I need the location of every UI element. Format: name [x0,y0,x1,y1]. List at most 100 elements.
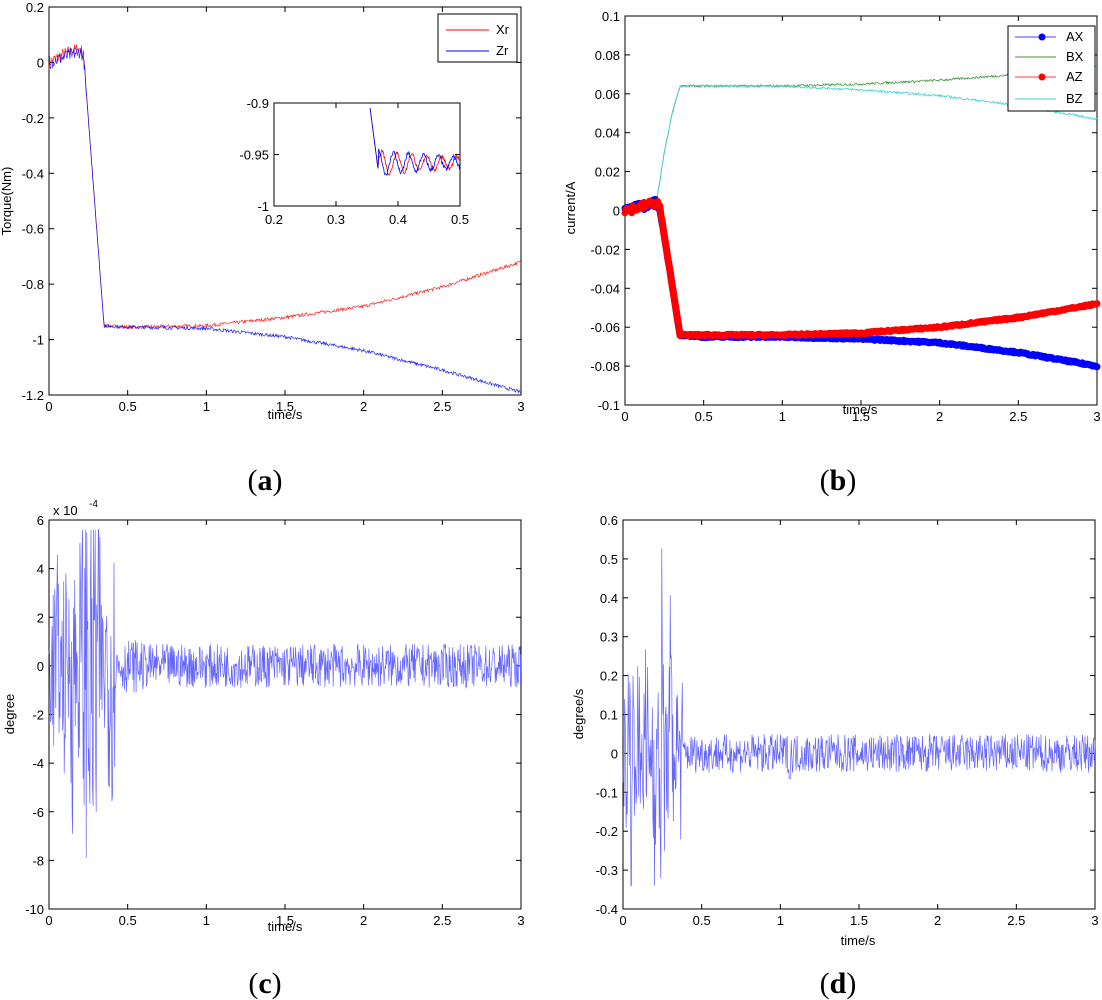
y-tick-label: 0.2 [26,0,44,15]
panel-label-a-letter: a [258,464,273,497]
y-tick-label: 6 [37,513,44,528]
panel-label-d-close: ) [846,967,856,1000]
x-tick-label: 1 [203,399,210,414]
x-tick-label: 1 [203,913,210,928]
x-tick-label: 1.5 [276,913,294,928]
x-tick-label: 1.5 [276,399,294,414]
x-tick-label: 2 [360,399,367,414]
y-tick-label: -0.2 [596,824,618,839]
series-line-xr [48,44,522,330]
y-tick-label: 0.1 [602,9,620,24]
y-tick-label: -0.2 [22,111,44,126]
x-tick-label: 1.5 [852,409,870,424]
chart-a-xlabel: time/s [268,407,303,422]
y-tick-label: 0.1 [600,708,618,723]
x-tick-label: 1 [777,913,784,928]
chart-b-legend-label-bx: BX [1066,49,1084,64]
x-tick-label: 3 [517,399,524,414]
y-tick-label: -0.9 [247,96,269,111]
y-tick-label: -0.6 [22,222,44,237]
x-tick-label: 0.5 [451,212,469,227]
y-tick-label: 0.2 [600,669,618,684]
x-tick-label: 1 [779,409,786,424]
chart-b-xlabel: time/s [843,402,878,417]
chart-c-scale-exponent: -4 [89,499,98,510]
y-tick-label: -0.04 [590,281,620,296]
y-tick-label: -0.1 [598,398,620,413]
x-tick-label: 2.5 [433,399,451,414]
chart-b-legend-marker-ax [1038,33,1046,41]
y-tick-label: -1 [257,199,269,214]
x-tick-label: 3 [1093,409,1100,424]
y-tick-label: 2 [37,610,44,625]
chart-b-legend-box [1007,25,1096,112]
chart-c-scale-base: x 10 [53,503,78,518]
chart-b-series-layer [621,65,1101,371]
x-tick-label: 0.5 [119,399,137,414]
x-tick-label: 2.5 [1009,409,1027,424]
chart-d-frame [622,519,1096,910]
chart-a-inset-ticks-layer: 0.2 0.3 0.4 0.5 -0.9 -0.95 -1 [239,96,469,227]
y-tick-label: 0 [613,204,620,219]
y-tick-label: 0.5 [600,552,618,567]
x-tick-label: 0.4 [389,212,407,227]
x-tick-label: 0.2 [265,212,283,227]
chart-c-series-layer [48,529,522,859]
panel-label-a: (a) [248,464,283,497]
x-tick-label: 2.5 [1007,913,1025,928]
y-tick-label: 0.4 [600,591,618,606]
y-tick-label: 0.04 [595,126,620,141]
x-tick-label: 0.5 [119,913,137,928]
chart-c-frame [48,519,522,910]
chart-b-legend: AX BX AZ BZ [1007,25,1096,112]
panel-label-d: (d) [820,967,857,1000]
chart-b-legend-label-az: AZ [1066,69,1083,84]
panel-label-b-letter: b [830,464,847,497]
x-tick-label: 0 [45,913,52,928]
chart-d-series-layer [622,548,1096,887]
panel-label-c-letter: c [258,967,271,1000]
y-tick-label: -0.3 [596,863,618,878]
chart-b-legend-label-bz: BZ [1066,91,1083,106]
x-tick-label: 2 [934,913,941,928]
chart-c: 0 0.5 1 1.5 2 2.5 3 6 4 2 0 -2 -4 -6 -8 -10 time/s degr… [2,499,525,934]
panel-label-c-open: ( [248,967,258,1000]
y-tick-label: 0 [37,659,44,674]
inset-series-line-zr [369,108,461,176]
chart-d-xlabel: time/s [841,933,876,948]
x-tick-label: 1.5 [850,913,868,928]
panel-label-b: (b) [820,464,857,497]
panel-label-b-open: ( [820,464,830,497]
chart-a: 0 0.5 1 1.5 2 2.5 30.20-0.2-0.4-0.6-0.8-1-1.2 … [0,0,525,422]
chart-d-ylabel: degree/s [571,688,586,739]
chart-a-legend-box [437,13,518,63]
y-tick-label: 0 [611,746,618,761]
chart-c-ylabel: degree [2,694,17,734]
y-tick-label: -0.4 [596,902,618,917]
chart-b-legend-label-ax: AX [1066,29,1084,44]
x-tick-label: 2 [936,409,943,424]
y-tick-label: 0.08 [595,48,620,63]
y-tick-label: -0.06 [590,320,620,335]
y-tick-label: 4 [37,562,44,577]
chart-a-inset-frame [273,102,461,207]
y-tick-label: -0.02 [590,242,620,257]
x-tick-label: 0.5 [695,409,713,424]
chart-a-inset: 0.2 0.3 0.4 0.5 -0.9 -0.95 -1 [239,96,469,227]
x-tick-label: 2 [360,913,367,928]
panel-label-c-close: ) [272,967,282,1000]
x-tick-label: 3 [1091,913,1098,928]
panel-label-c: (c) [248,967,281,1000]
y-tick-label: -8 [32,853,44,868]
y-tick-label: 0.6 [600,513,618,528]
series-line-attitude-error [48,529,522,859]
y-tick-label: -10 [25,902,44,917]
chart-b: 0 0.5 1 1.5 2 2.5 3 0.1 0.08 0.06 0.04 0.02 0 -0.02 -0… [563,9,1101,424]
x-tick-label: 0 [621,409,628,424]
x-tick-label: 2.5 [433,913,451,928]
panel-label-d-letter: d [830,967,847,1000]
series-line-az [621,197,1101,340]
inset-series-line-xr [369,108,461,176]
y-tick-label: -0.8 [22,277,44,292]
